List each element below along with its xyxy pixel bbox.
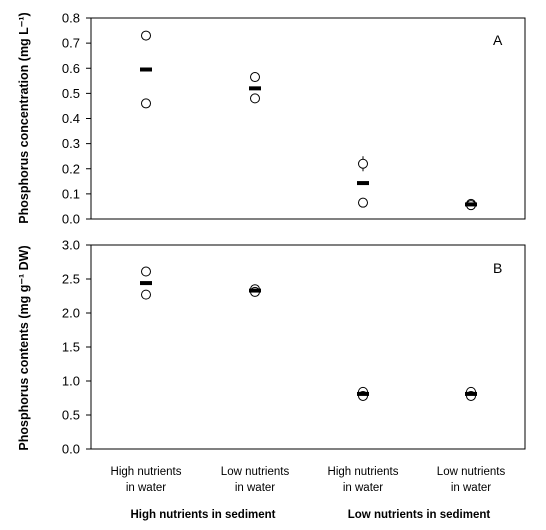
panel-b-data-point (141, 289, 151, 300)
panel-a-y-ticks: 0.0 0.1 0.2 0.3 0.4 0.5 0.6 0.7 0.8 (62, 11, 91, 227)
panel-a-data-point (141, 98, 151, 109)
panel-a-data-point (141, 30, 151, 41)
panel-a-marks (140, 30, 477, 211)
x-category-2-line-2: in water (235, 482, 275, 494)
panel-b-plot-frame (90, 244, 526, 450)
x-category-3-line-2: in water (343, 482, 383, 494)
panel-b-y-tick-label: 3.0 (62, 238, 80, 253)
panel-b-y-tick-label: 2.5 (62, 272, 80, 287)
panel-a-data-point (250, 93, 260, 104)
x-category-labels: High nutrients in water Low nutrients in… (111, 466, 506, 494)
panel-b-mean-marker (465, 391, 477, 396)
panel-a-y-tick-label: 0.6 (62, 61, 80, 76)
panel-a-data-point (358, 197, 368, 208)
panel-a-data-point (358, 158, 368, 169)
panel-b-mean-marker (357, 391, 369, 396)
panel-b-mean-marker (140, 281, 152, 286)
panel-b-label: B (493, 260, 502, 276)
panel-b-y-tick-label: 1.5 (62, 340, 80, 355)
panel-b-mean-marker (249, 288, 261, 293)
x-category-4-line-1: Low nutrients (437, 466, 506, 478)
panel-a-y-tick-label: 0.7 (62, 36, 80, 51)
panel-a-y-tick-label: 0.8 (62, 11, 80, 26)
panel-b: 0.0 0.5 1.0 1.5 2.0 2.5 3.0 B Phosphorus conte… (17, 238, 526, 457)
panel-b-y-tick-label: 1.0 (62, 374, 80, 389)
panel-a-data-point (250, 72, 260, 83)
x-category-4-line-2: in water (451, 482, 491, 494)
panel-b-y-axis-label: Phosphorus contents (mg g⁻¹ DW) (17, 245, 31, 450)
panel-b-y-ticks: 0.0 0.5 1.0 1.5 2.0 2.5 3.0 (62, 238, 91, 457)
x-category-2-line-1: Low nutrients (221, 466, 290, 478)
panel-b-data-point (141, 266, 151, 277)
panel-a-y-tick-label: 0.0 (62, 212, 80, 227)
panel-a-y-tick-label: 0.3 (62, 136, 80, 151)
panel-a-y-tick-label: 0.2 (62, 161, 80, 176)
panel-b-marks (140, 266, 477, 401)
panel-a-y-tick-label: 0.5 (62, 86, 80, 101)
x-group-2-label: Low nutrients in sediment (348, 509, 491, 521)
x-group-labels: High nutrients in sediment Low nutrients… (130, 509, 490, 521)
x-category-3-line-1: High nutrients (328, 466, 399, 478)
panel-b-y-tick-label: 0.5 (62, 408, 80, 423)
panel-a-plot-frame (90, 17, 526, 220)
panel-a-mean-marker (140, 67, 152, 72)
panel-a-y-tick-label: 0.1 (62, 186, 80, 201)
panel-a-y-axis-label: Phosphorus concentration (mg L⁻¹) (17, 12, 31, 223)
x-group-1-label: High nutrients in sediment (130, 509, 275, 521)
panel-b-y-tick-label: 2.0 (62, 306, 80, 321)
panel-a-mean-marker (465, 202, 477, 207)
panel-a-label: A (493, 32, 503, 48)
panel-a-mean-marker (357, 181, 369, 186)
x-category-1-line-2: in water (126, 482, 166, 494)
panel-a: 0.0 0.1 0.2 0.3 0.4 0.5 0.6 0.7 0.8 A Phosphorus… (17, 11, 526, 227)
panel-a-mean-marker (249, 86, 261, 91)
panel-a-y-tick-label: 0.4 (62, 111, 80, 126)
panel-b-y-tick-label: 0.0 (62, 442, 80, 457)
x-category-1-line-1: High nutrients (111, 466, 182, 478)
